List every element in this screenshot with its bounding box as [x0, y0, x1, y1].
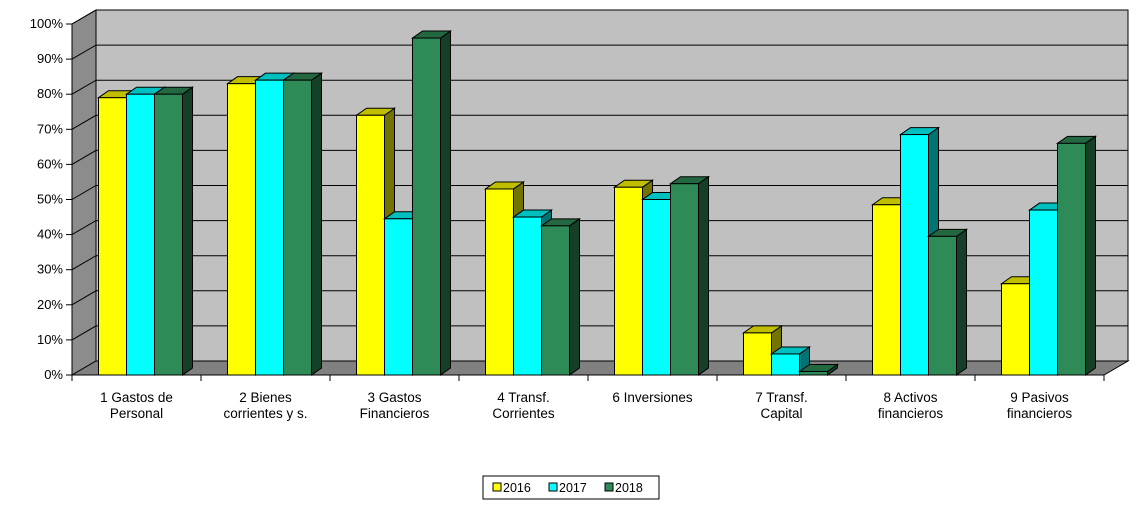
bar-2018-3 — [412, 37, 441, 376]
bar-2018-8 — [1057, 142, 1086, 376]
legend-box — [482, 475, 660, 500]
legend-swatch-2018 — [604, 482, 614, 492]
bar-2016-4 — [485, 188, 514, 376]
gridline — [71, 185, 1128, 200]
x-tick-label: 3 Gastos Financieros — [360, 390, 430, 421]
bar-2016-7 — [872, 204, 901, 376]
gridline — [71, 290, 1128, 306]
bar-2018-2 — [283, 79, 312, 376]
y-tick-label: 0% — [44, 367, 63, 382]
bar-2018-1 — [154, 93, 183, 376]
bar-2018-6 — [799, 370, 828, 376]
legend-label-2018: 2018 — [615, 481, 643, 495]
bar-2016-8 — [1001, 283, 1030, 376]
bar-2018-5 — [670, 183, 699, 376]
bar-2017-6 — [771, 353, 800, 376]
y-tick-label: 50% — [37, 192, 63, 207]
bar-2016-2 — [227, 83, 256, 376]
y-tick-label: 30% — [37, 262, 63, 277]
bar-2017-5 — [642, 199, 671, 376]
legend-swatch-2016 — [492, 482, 502, 492]
gridline — [71, 79, 1128, 95]
bar-2016-1 — [98, 97, 127, 376]
legend-swatch-2017 — [548, 482, 558, 492]
y-tick-label: 100% — [30, 16, 64, 31]
bar-2017-3 — [384, 218, 413, 376]
y-tick-label: 10% — [37, 332, 63, 347]
bar-2017-1 — [126, 93, 155, 376]
y-tick-label: 60% — [37, 156, 63, 171]
bar-side — [698, 175, 709, 376]
bar-side — [569, 217, 580, 376]
bar-2017-4 — [513, 216, 542, 376]
x-tick-label: 8 Activos financieros — [878, 390, 944, 421]
gridline — [71, 149, 1128, 165]
x-tick-label: 4 Transf. Corrientes — [492, 390, 555, 421]
gridline — [71, 255, 1128, 271]
legend-label-2016: 2016 — [503, 481, 531, 495]
bar-side — [956, 228, 967, 376]
x-tick-label: 2 Bienes corrientes y s. — [223, 390, 307, 421]
x-tick-label: 1 Gastos de Personal — [100, 390, 173, 421]
legend: 2016 2017 2018 — [482, 475, 660, 500]
bar-2016-5 — [614, 186, 643, 376]
y-tick-label: 90% — [37, 51, 63, 66]
bar-side — [440, 30, 451, 376]
bar-2017-8 — [1029, 209, 1058, 376]
bar-side — [1085, 135, 1096, 376]
y-tick-label: 20% — [37, 297, 63, 312]
bar-2017-7 — [900, 134, 929, 376]
gridline — [71, 325, 1128, 341]
gridline — [71, 9, 1128, 25]
gridline — [71, 114, 1128, 130]
bar-2016-3 — [356, 114, 385, 376]
bar-2018-4 — [541, 225, 570, 376]
x-tick-label: 6 Inversiones — [612, 390, 693, 405]
bar-side — [311, 72, 322, 376]
bar-2017-2 — [255, 79, 284, 376]
legend-label-2017: 2017 — [559, 481, 587, 495]
bars-group — [96, 30, 1098, 376]
x-tick-label: 7 Transf. Capital — [755, 390, 808, 421]
bar-2016-6 — [743, 332, 772, 376]
x-tick-label: 9 Pasivos financieros — [1007, 390, 1073, 421]
gridline — [71, 220, 1128, 236]
y-tick-label: 40% — [37, 227, 63, 242]
y-tick-label: 80% — [37, 86, 63, 101]
y-tick-label: 70% — [37, 121, 63, 136]
bar-2018-7 — [928, 235, 957, 376]
gridline — [71, 44, 1128, 60]
bar-side — [182, 86, 193, 376]
